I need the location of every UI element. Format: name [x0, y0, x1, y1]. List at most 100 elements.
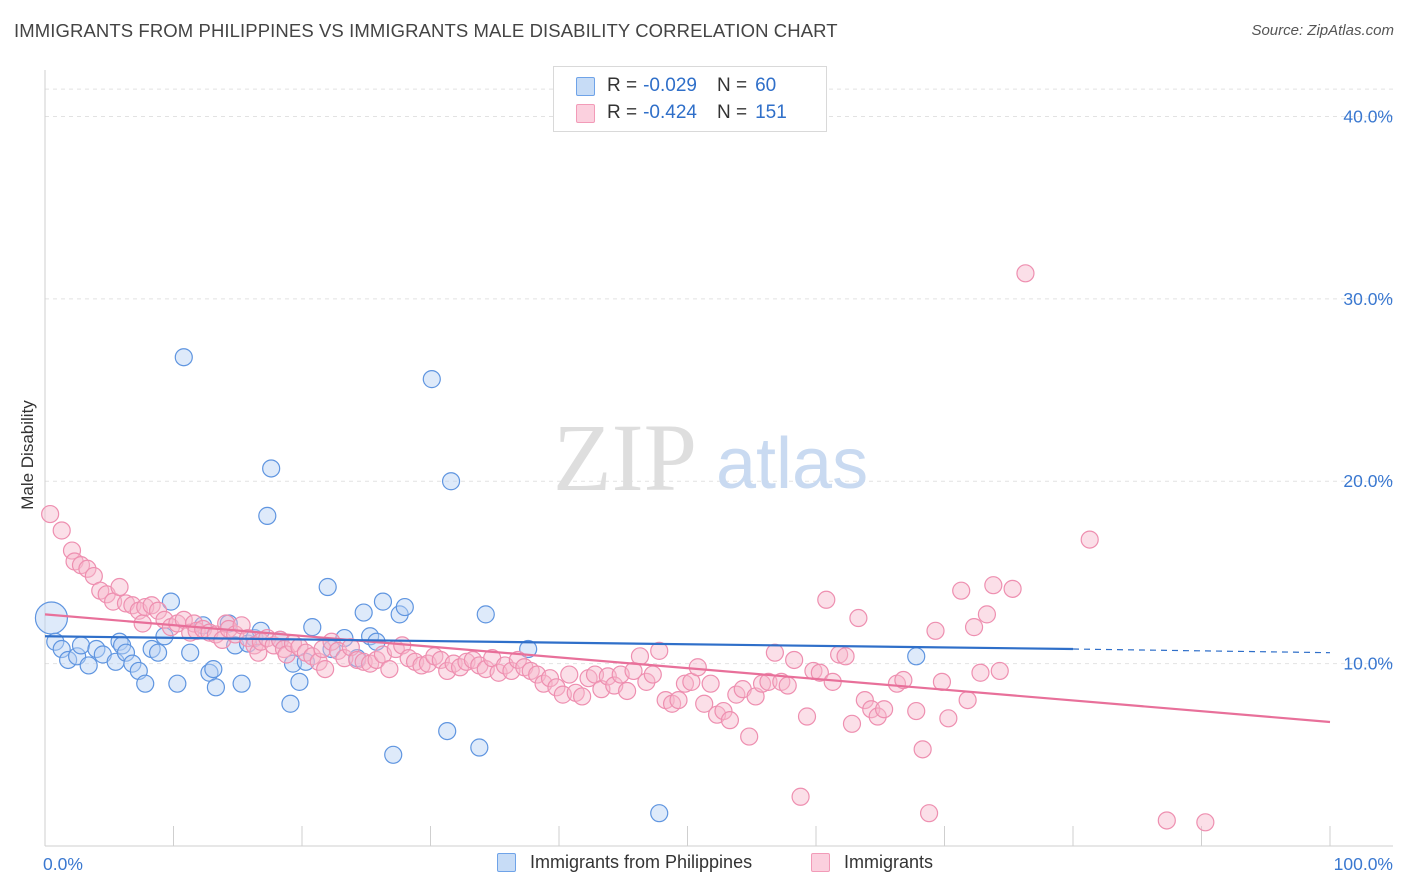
series-philippines — [34, 348, 926, 823]
grid-lines — [45, 88, 1393, 665]
data-point — [984, 576, 1003, 595]
data-point — [316, 659, 335, 679]
data-point — [1003, 579, 1022, 598]
data-point — [412, 656, 431, 675]
data-point — [249, 643, 268, 662]
data-point — [161, 592, 181, 611]
data-point — [810, 663, 829, 682]
data-point — [380, 659, 399, 679]
trend-lines — [44, 613, 1331, 724]
data-point — [470, 738, 489, 757]
data-point — [740, 727, 759, 746]
data-point — [206, 678, 226, 697]
data-point — [136, 674, 155, 693]
data-point — [395, 597, 414, 617]
data-point — [168, 674, 187, 693]
data-point — [797, 707, 817, 726]
data-point — [79, 656, 98, 675]
data-point — [919, 804, 939, 823]
data-point — [695, 694, 714, 713]
chart-title: IMMIGRANTS FROM PHILIPPINES VS IMMIGRANT… — [14, 20, 838, 41]
y-tick-label: 10.0% — [1343, 654, 1393, 674]
data-point — [849, 608, 868, 628]
data-point — [817, 590, 836, 609]
swatch-pink — [576, 103, 595, 123]
data-point — [52, 521, 71, 540]
legend-item-immigrants[interactable]: Immigrants — [811, 852, 933, 873]
data-point — [785, 650, 804, 670]
legend-item-philippines[interactable]: Immigrants from Philippines — [497, 852, 752, 873]
x-tick-label: 100.0% — [1334, 854, 1393, 874]
data-point — [62, 541, 82, 560]
data-point — [855, 690, 874, 710]
watermark-atlas: atlas — [716, 424, 868, 504]
data-point — [204, 659, 223, 679]
data-point — [52, 639, 71, 659]
data-point — [791, 787, 810, 806]
data-point — [232, 674, 251, 693]
data-point — [71, 636, 91, 655]
data-point — [842, 714, 862, 733]
x-tick-label: 0.0% — [43, 854, 83, 874]
data-point — [441, 472, 461, 491]
watermark-zip: ZIP — [553, 404, 697, 511]
data-point — [836, 647, 855, 666]
legend-label-immigrants: Immigrants — [844, 852, 934, 872]
data-point — [759, 672, 778, 691]
trend-line-philippines-extension — [1072, 648, 1331, 654]
legend-label-philippines: Immigrants from Philippines — [530, 852, 753, 872]
data-point — [952, 581, 971, 600]
data-point — [303, 618, 322, 637]
data-point — [123, 654, 142, 673]
stats-row-immigrants: R = -0.424 N = 151 — [576, 100, 787, 126]
source-label: Source: ZipAtlas.com — [1251, 22, 1394, 39]
data-point — [868, 707, 887, 726]
data-point — [669, 690, 688, 710]
data-point — [958, 690, 977, 710]
trend-line-immigrants — [44, 613, 1331, 724]
data-point — [650, 641, 669, 660]
data-point — [765, 643, 784, 662]
r-label: R = — [607, 102, 638, 123]
data-point — [907, 647, 926, 666]
n-value: 151 — [755, 102, 787, 123]
data-point — [148, 601, 168, 620]
data-point — [262, 459, 281, 478]
data-point — [932, 672, 952, 691]
data-point — [977, 605, 997, 624]
tick-labels: 10.0% 20.0% 30.0% 40.0% 0.0% 100.0% — [43, 106, 1393, 874]
data-point — [862, 700, 881, 719]
data-point — [964, 618, 984, 637]
data-point — [675, 674, 695, 693]
data-point — [913, 740, 932, 759]
stats-legend: R = -0.029 N = 60 R = -0.424 N = 151 — [553, 66, 827, 132]
y-tick-label: 20.0% — [1343, 471, 1393, 491]
data-point — [990, 661, 1009, 681]
data-point — [78, 559, 97, 578]
y-tick-label: 40.0% — [1343, 106, 1393, 126]
trend-line-philippines — [44, 635, 1074, 651]
data-point — [1196, 813, 1215, 832]
data-point — [384, 745, 403, 764]
n-label: N = — [716, 102, 748, 123]
data-point — [1157, 811, 1176, 830]
series-immigrants — [41, 264, 1215, 832]
r-value: -0.424 — [643, 102, 697, 123]
data-point — [720, 711, 740, 730]
data-point — [354, 603, 373, 622]
r-value: -0.029 — [643, 75, 697, 96]
r-label: R = — [607, 75, 638, 96]
swatch-blue — [576, 76, 595, 96]
data-point — [148, 643, 168, 662]
data-point — [258, 506, 277, 525]
data-point — [290, 672, 309, 691]
data-point — [894, 670, 913, 690]
data-point — [281, 694, 300, 713]
data-point — [318, 577, 337, 597]
data-point — [939, 709, 958, 728]
data-point — [907, 701, 926, 721]
data-point — [701, 674, 720, 693]
data-point — [630, 647, 650, 666]
data-point — [573, 687, 592, 706]
data-point — [650, 804, 669, 823]
